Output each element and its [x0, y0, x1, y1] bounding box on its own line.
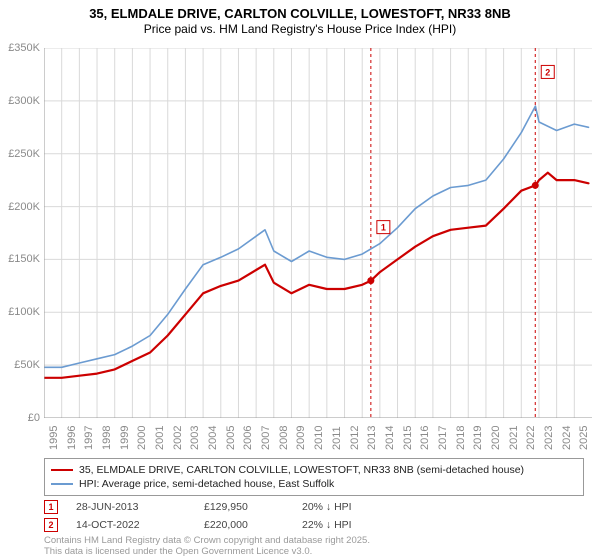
x-tick-label: 2021: [508, 426, 520, 450]
annotation-row: 2 14-OCT-2022 £220,000 22% ↓ HPI: [44, 516, 584, 534]
x-tick-label: 2002: [172, 426, 184, 450]
svg-text:1: 1: [381, 223, 386, 233]
x-tick-label: 2015: [402, 426, 414, 450]
y-tick-label: £0: [28, 412, 40, 424]
legend-item: 35, ELMDALE DRIVE, CARLTON COLVILLE, LOW…: [51, 463, 577, 477]
x-tick-label: 2023: [543, 426, 555, 450]
legend-label: HPI: Average price, semi-detached house,…: [79, 478, 334, 490]
x-tick-label: 2012: [349, 426, 361, 450]
x-tick-label: 2003: [189, 426, 201, 450]
x-tick-label: 1997: [83, 426, 95, 450]
legend-label: 35, ELMDALE DRIVE, CARLTON COLVILLE, LOW…: [79, 464, 524, 476]
legend-item: HPI: Average price, semi-detached house,…: [51, 477, 577, 491]
x-tick-label: 2004: [207, 426, 219, 450]
x-tick-label: 2008: [278, 426, 290, 450]
y-tick-label: £50K: [14, 359, 40, 371]
title-line-2: Price paid vs. HM Land Registry's House …: [0, 22, 600, 37]
x-tick-label: 2017: [437, 426, 449, 450]
x-tick-label: 2014: [384, 426, 396, 450]
x-tick-label: 2007: [260, 426, 272, 450]
annotation-price: £220,000: [204, 519, 284, 531]
legend-swatch: [51, 483, 73, 485]
x-tick-label: 2011: [331, 426, 343, 450]
annotation-row: 1 28-JUN-2013 £129,950 20% ↓ HPI: [44, 498, 584, 516]
x-tick-label: 2006: [242, 426, 254, 450]
title-line-1: 35, ELMDALE DRIVE, CARLTON COLVILLE, LOW…: [0, 6, 600, 22]
annotation-marker-icon: 1: [44, 500, 58, 514]
legend-swatch: [51, 469, 73, 471]
chart-svg: 12: [44, 48, 592, 418]
annotation-table: 1 28-JUN-2013 £129,950 20% ↓ HPI 2 14-OCT-202…: [44, 498, 584, 534]
footer-line-2: This data is licensed under the Open Gov…: [44, 547, 370, 558]
y-axis-labels: £0£50K£100K£150K£200K£250K£300K£350K: [0, 48, 42, 418]
x-tick-label: 1995: [48, 426, 60, 450]
annotation-date: 28-JUN-2013: [76, 501, 186, 513]
x-tick-label: 1996: [66, 426, 78, 450]
footer-attribution: Contains HM Land Registry data © Crown c…: [44, 536, 370, 558]
annotation-delta: 20% ↓ HPI: [302, 501, 402, 513]
x-tick-label: 2018: [455, 426, 467, 450]
legend: 35, ELMDALE DRIVE, CARLTON COLVILLE, LOW…: [44, 458, 584, 496]
x-tick-label: 2024: [561, 426, 573, 450]
x-axis-labels: 1995 1996 1997 1998 1999 2000 2001 2002 2003 2004…: [44, 418, 592, 458]
x-tick-label: 2016: [419, 426, 431, 450]
y-tick-label: £300K: [8, 95, 40, 107]
x-tick-label: 2000: [136, 426, 148, 450]
y-tick-label: £250K: [8, 148, 40, 160]
chart-title: 35, ELMDALE DRIVE, CARLTON COLVILLE, LOW…: [0, 0, 600, 37]
y-tick-label: £200K: [8, 201, 40, 213]
x-tick-label: 2025: [578, 426, 590, 450]
annotation-marker-icon: 2: [44, 518, 58, 532]
annotation-date: 14-OCT-2022: [76, 519, 186, 531]
x-tick-label: 2020: [490, 426, 502, 450]
x-tick-label: 2019: [472, 426, 484, 450]
x-tick-label: 2009: [295, 426, 307, 450]
annotation-delta: 22% ↓ HPI: [302, 519, 402, 531]
x-tick-label: 2013: [366, 426, 378, 450]
x-tick-label: 2022: [525, 426, 537, 450]
y-tick-label: £150K: [8, 253, 40, 265]
x-tick-label: 1999: [119, 426, 131, 450]
x-tick-label: 2005: [225, 426, 237, 450]
y-tick-label: £100K: [8, 306, 40, 318]
svg-text:2: 2: [545, 67, 550, 77]
annotation-price: £129,950: [204, 501, 284, 513]
x-tick-label: 2010: [313, 426, 325, 450]
y-tick-label: £350K: [8, 42, 40, 54]
x-tick-label: 1998: [101, 426, 113, 450]
x-tick-label: 2001: [154, 426, 166, 450]
chart-plot-area: 12: [44, 48, 592, 418]
